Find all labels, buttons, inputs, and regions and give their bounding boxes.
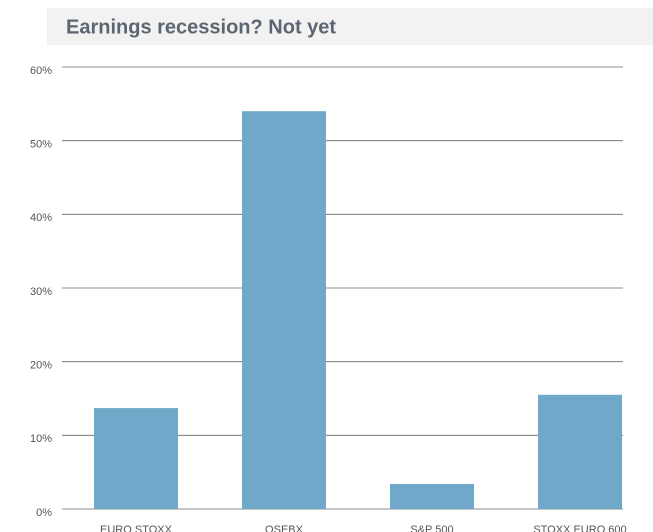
x-tick-label: STOXX EURO 600 <box>533 524 626 532</box>
y-tick-label: 0% <box>36 507 52 519</box>
bar <box>538 394 622 509</box>
bar <box>242 111 326 509</box>
x-tick-label: S&P 500 <box>410 524 453 532</box>
y-tick-label: 60% <box>30 65 52 77</box>
bar <box>390 483 474 509</box>
y-tick-label: 40% <box>30 212 52 224</box>
y-tick-label: 10% <box>30 433 52 445</box>
x-tick-label: OSEBX <box>265 524 304 532</box>
chart-title: Earnings recession? Not yet <box>66 16 336 38</box>
title-band <box>47 8 653 45</box>
bar <box>94 408 178 509</box>
y-tick-label: 20% <box>30 360 52 372</box>
y-tick-label: 30% <box>30 286 52 298</box>
y-tick-label: 50% <box>30 139 52 151</box>
x-tick-label: EURO STOXX <box>100 524 173 532</box>
